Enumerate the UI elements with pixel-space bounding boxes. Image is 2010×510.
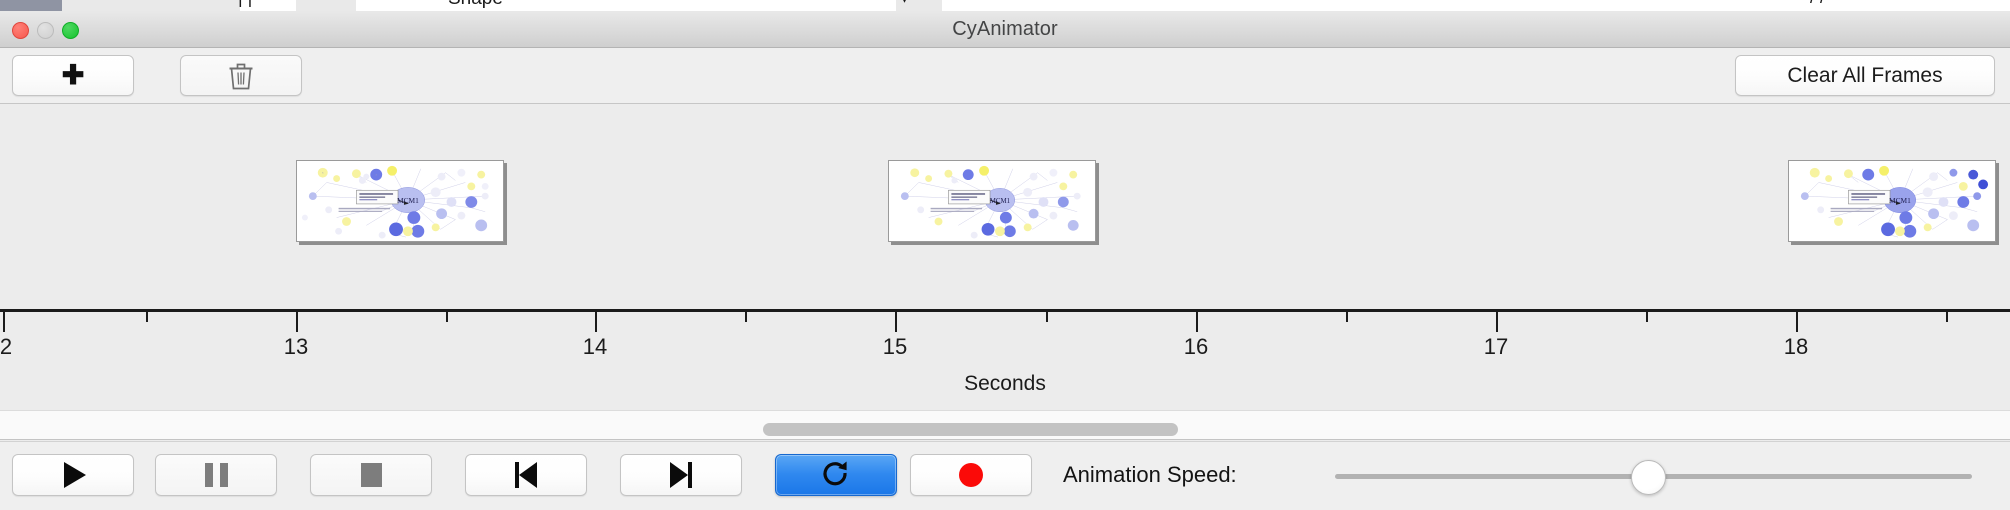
axis-tick-label: 14 bbox=[582, 334, 608, 359]
bg-sliver-segment bbox=[296, 0, 357, 11]
axis-tick-label: 2 bbox=[0, 334, 13, 359]
axis-tick-minor bbox=[146, 312, 148, 322]
plus-icon: ✚ bbox=[61, 60, 85, 90]
window-controls bbox=[12, 22, 79, 39]
record-button[interactable] bbox=[910, 454, 1032, 496]
axis-tick-label: 15 bbox=[882, 334, 908, 359]
timeline-scrollbar[interactable] bbox=[0, 410, 2010, 440]
skip-forward-icon bbox=[670, 462, 692, 488]
axis-title: Seconds bbox=[964, 372, 1046, 395]
axis-tick-major bbox=[1496, 312, 1498, 332]
axis-tick-major bbox=[1796, 312, 1798, 332]
stop-button[interactable] bbox=[310, 454, 432, 496]
axis-tick-label: 13 bbox=[283, 334, 309, 359]
axis-tick-minor bbox=[446, 312, 448, 322]
loop-icon bbox=[823, 461, 847, 486]
axis-tick-major bbox=[1196, 312, 1198, 332]
delete-frame-button[interactable] bbox=[180, 55, 302, 96]
svg-text:x: x bbox=[376, 174, 378, 177]
maximize-button[interactable] bbox=[62, 22, 79, 39]
bg-sliver-segment bbox=[140, 0, 181, 11]
axis-tick-major bbox=[595, 312, 597, 332]
bg-sliver-glyph-right: / / bbox=[1810, 0, 1825, 8]
svg-text:x: x bbox=[322, 172, 324, 175]
window-title: CyAnimator bbox=[952, 18, 1058, 40]
network-graph-preview: x x MCM1 bbox=[297, 161, 503, 241]
network-graph-preview: MCM1 bbox=[1789, 161, 1995, 241]
scrollbar-thumb[interactable] bbox=[763, 423, 1178, 436]
axis-tick-minor bbox=[1646, 312, 1648, 322]
bg-sliver-segment bbox=[942, 0, 2010, 11]
axis-tick-label: 17 bbox=[1483, 334, 1509, 359]
bg-sliver-glyph: | | bbox=[238, 0, 252, 8]
title-bar: CyAnimator bbox=[0, 11, 2010, 48]
loop-button[interactable] bbox=[775, 454, 897, 496]
axis-tick-minor bbox=[745, 312, 747, 322]
clear-all-frames-button[interactable]: Clear All Frames bbox=[1735, 55, 1995, 96]
minimize-button[interactable] bbox=[37, 22, 54, 39]
toolbar: ✚ Clear All Frames bbox=[0, 48, 2010, 104]
frame-thumbnail-2[interactable]: MCM1 bbox=[888, 160, 1096, 242]
add-frame-button[interactable]: ✚ bbox=[12, 55, 134, 96]
timeline-axis-line bbox=[0, 309, 2010, 312]
trash-icon bbox=[229, 63, 253, 89]
animation-speed-label: Animation Speed: bbox=[1063, 462, 1237, 487]
close-button[interactable] bbox=[12, 22, 29, 39]
hub-node-label: MCM1 bbox=[990, 198, 1011, 205]
stop-icon bbox=[360, 463, 382, 487]
bg-sliver-segment bbox=[62, 0, 141, 11]
axis-tick-label: 18 bbox=[1783, 334, 1809, 359]
bg-sliver-dark-segment bbox=[0, 0, 62, 11]
axis-tick-major bbox=[895, 312, 897, 332]
hub-node-label: MCM1 bbox=[1889, 196, 1911, 205]
play-button[interactable] bbox=[12, 454, 134, 496]
axis-tick-minor bbox=[1046, 312, 1048, 322]
bg-sliver-segment bbox=[240, 0, 296, 11]
clear-all-frames-label: Clear All Frames bbox=[1787, 63, 1943, 87]
transport-bar: Animation Speed: bbox=[0, 441, 2010, 510]
play-icon bbox=[64, 462, 86, 488]
axis-tick-label: 16 bbox=[1183, 334, 1209, 359]
bg-sliver-caret: ▾ bbox=[900, 0, 909, 8]
bg-sliver-segment bbox=[356, 0, 896, 11]
bg-sliver-segment bbox=[180, 0, 241, 11]
frame-thumbnail-3[interactable]: MCM1 bbox=[1788, 160, 1996, 242]
timeline-panel[interactable]: x x MCM1 bbox=[0, 104, 2010, 410]
axis-tick-minor bbox=[1346, 312, 1348, 322]
axis-tick-major bbox=[3, 312, 5, 332]
bg-sliver-shape-label: Shape bbox=[448, 0, 503, 10]
skip-to-end-button[interactable] bbox=[620, 454, 742, 496]
pause-icon bbox=[204, 463, 228, 487]
animation-speed-slider-thumb[interactable] bbox=[1631, 460, 1666, 495]
skip-to-start-button[interactable] bbox=[465, 454, 587, 496]
record-icon bbox=[959, 463, 983, 487]
frame-thumbnail-1[interactable]: x x MCM1 bbox=[296, 160, 504, 242]
background-window-sliver: | | Shape ▾ / / bbox=[0, 0, 2010, 11]
hub-node-label: MCM1 bbox=[397, 196, 419, 205]
axis-tick-minor bbox=[1946, 312, 1948, 322]
network-graph-preview: MCM1 bbox=[889, 161, 1095, 241]
skip-back-icon bbox=[515, 462, 537, 488]
axis-tick-major bbox=[296, 312, 298, 332]
pause-button[interactable] bbox=[155, 454, 277, 496]
